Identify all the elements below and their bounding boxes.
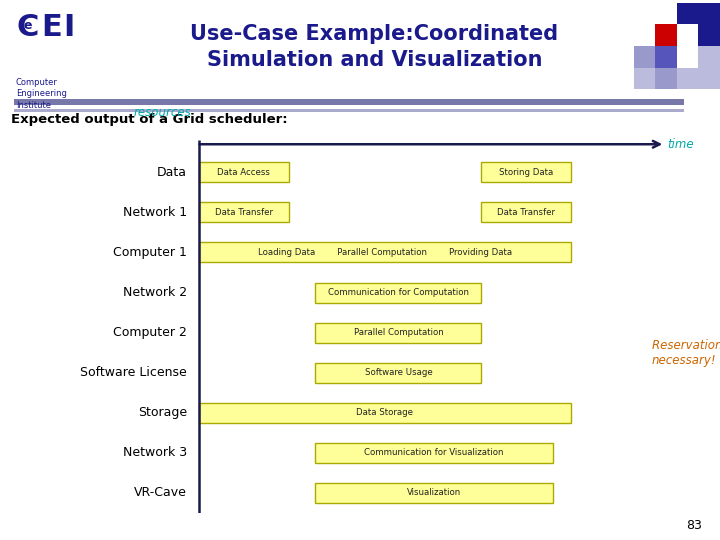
Bar: [655, 46, 677, 68]
Bar: [698, 68, 720, 89]
Text: e: e: [24, 19, 32, 32]
Text: Communication for Visualization: Communication for Visualization: [364, 448, 504, 457]
Text: Visualization: Visualization: [407, 489, 462, 497]
Bar: [698, 24, 720, 46]
Text: I: I: [63, 14, 75, 43]
Bar: [634, 46, 655, 68]
Text: Data Transfer: Data Transfer: [215, 208, 273, 217]
Bar: [677, 46, 698, 68]
Text: E: E: [41, 14, 62, 43]
Text: Data Access: Data Access: [217, 168, 270, 177]
Text: 83: 83: [686, 519, 702, 532]
Text: resources: resources: [133, 106, 191, 119]
Text: Reservations are
necessary!: Reservations are necessary!: [652, 339, 720, 367]
Bar: [199, 242, 571, 262]
Text: Expected output of a Grid scheduler:: Expected output of a Grid scheduler:: [11, 113, 287, 126]
Bar: [315, 282, 481, 302]
Text: Software License: Software License: [81, 366, 187, 379]
Text: Software Usage: Software Usage: [364, 368, 432, 377]
Text: Use-Case Example:Coordinated
Simulation and Visualization: Use-Case Example:Coordinated Simulation …: [190, 24, 559, 70]
Text: Computer 1: Computer 1: [113, 246, 187, 259]
Text: Data Transfer: Data Transfer: [497, 208, 555, 217]
Bar: [315, 483, 553, 503]
Text: time: time: [667, 138, 694, 151]
Bar: [481, 163, 571, 183]
Text: C: C: [17, 14, 39, 43]
Text: VR-Cave: VR-Cave: [135, 487, 187, 500]
Bar: [677, 68, 698, 89]
Text: Storing Data: Storing Data: [499, 168, 553, 177]
Bar: [315, 443, 553, 463]
Bar: [677, 3, 698, 24]
Text: Network 2: Network 2: [123, 286, 187, 299]
Text: Network 1: Network 1: [123, 206, 187, 219]
Text: Computer
Engineering
Institute: Computer Engineering Institute: [16, 78, 67, 110]
Bar: [655, 24, 677, 46]
Bar: [315, 322, 481, 343]
Bar: [199, 403, 571, 423]
Bar: [315, 363, 481, 383]
Text: Parallel Computation: Parallel Computation: [354, 328, 444, 337]
Text: Network 3: Network 3: [123, 447, 187, 460]
Text: Loading Data        Parallel Computation        Providing Data: Loading Data Parallel Computation Provid…: [258, 248, 512, 257]
Text: Communication for Computation: Communication for Computation: [328, 288, 469, 297]
Bar: [677, 24, 698, 46]
Bar: [481, 202, 571, 222]
Bar: [698, 3, 720, 24]
Text: Computer 2: Computer 2: [113, 326, 187, 339]
Bar: [199, 163, 289, 183]
Text: Data Storage: Data Storage: [356, 408, 413, 417]
Bar: [698, 46, 720, 68]
Bar: [655, 68, 677, 89]
Text: Storage: Storage: [138, 406, 187, 419]
Bar: [634, 68, 655, 89]
Bar: [199, 202, 289, 222]
Text: Data: Data: [157, 166, 187, 179]
